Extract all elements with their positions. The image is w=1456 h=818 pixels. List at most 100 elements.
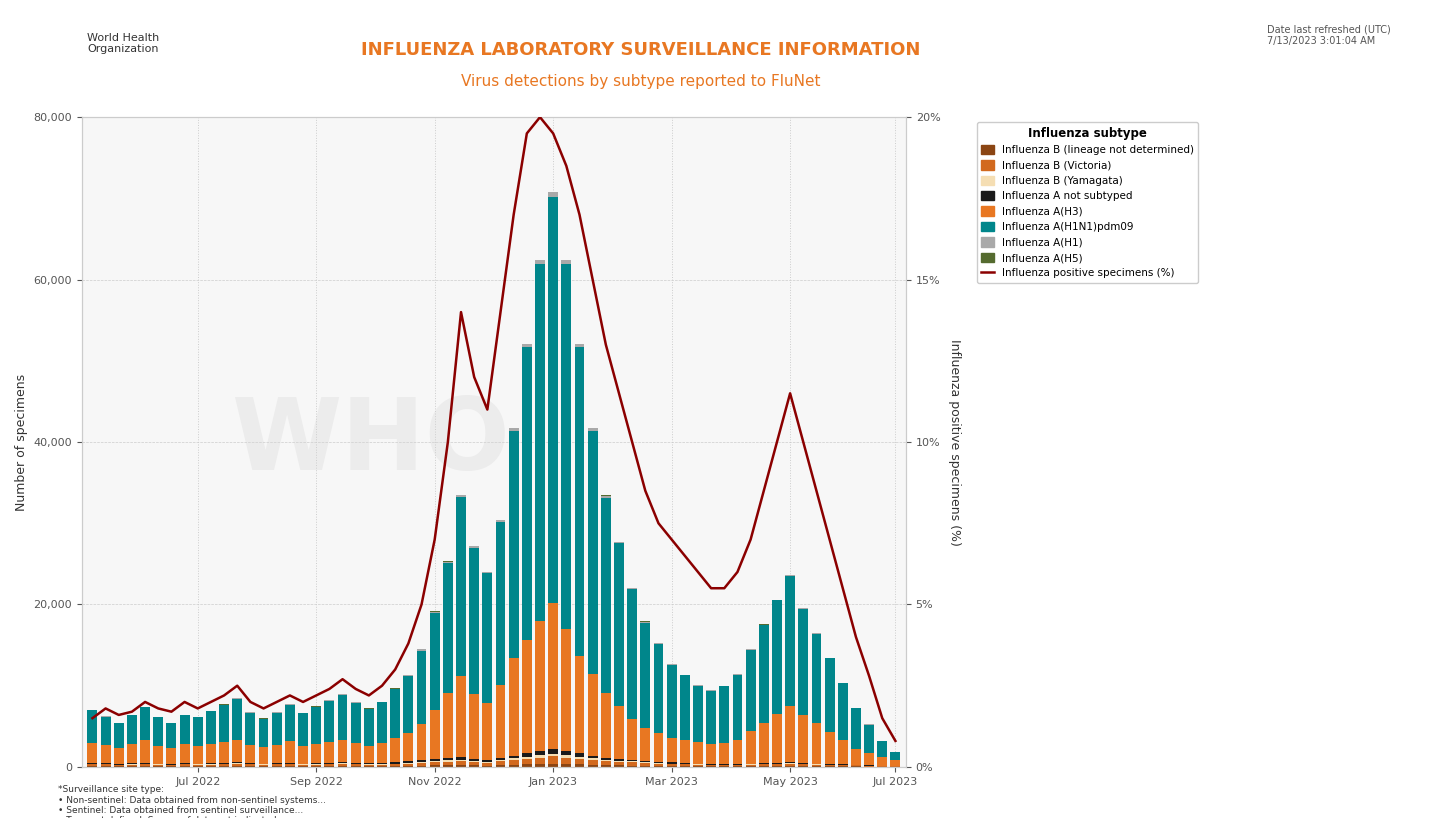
Bar — [338, 694, 348, 739]
Bar — [390, 738, 400, 762]
Bar — [706, 744, 716, 764]
Bar — [233, 739, 242, 762]
Bar — [785, 762, 795, 763]
Bar — [549, 757, 558, 764]
Bar — [233, 699, 242, 739]
Bar — [575, 656, 584, 753]
Bar — [377, 743, 387, 763]
Bar — [772, 600, 782, 714]
Bar — [614, 759, 625, 761]
Bar — [140, 764, 150, 766]
Bar — [549, 196, 558, 603]
Y-axis label: Influenza positive specimens (%): Influenza positive specimens (%) — [948, 339, 961, 546]
Bar — [562, 260, 571, 264]
Bar — [430, 766, 440, 767]
Bar — [456, 757, 466, 760]
Bar — [588, 760, 597, 765]
Bar — [285, 762, 294, 763]
Bar — [706, 765, 716, 766]
Bar — [416, 649, 427, 650]
Bar — [680, 765, 690, 766]
Bar — [562, 755, 571, 757]
Bar — [233, 764, 242, 766]
Y-axis label: Number of specimens: Number of specimens — [15, 374, 28, 510]
Text: *Surveillance site type:
• Non-sentinel: Data obtained from non-sentinel systems: *Surveillance site type: • Non-sentinel:… — [58, 785, 326, 818]
Bar — [878, 757, 887, 766]
Text: World Health
Organization: World Health Organization — [87, 33, 160, 54]
Bar — [338, 739, 348, 762]
Bar — [549, 192, 558, 196]
Bar — [575, 765, 584, 767]
Bar — [220, 766, 229, 767]
Bar — [140, 762, 150, 764]
Bar — [100, 763, 111, 764]
Bar — [246, 712, 255, 745]
Bar — [153, 765, 163, 766]
Bar — [114, 765, 124, 766]
Bar — [272, 765, 281, 766]
Bar — [719, 743, 729, 764]
Bar — [482, 703, 492, 760]
Bar — [430, 759, 440, 761]
Bar — [588, 758, 597, 760]
Bar — [469, 761, 479, 762]
Bar — [127, 744, 137, 763]
Bar — [456, 495, 466, 497]
Bar — [521, 765, 531, 767]
Bar — [403, 766, 414, 767]
Bar — [732, 675, 743, 739]
Bar — [667, 665, 677, 738]
Bar — [482, 762, 492, 766]
Bar — [285, 705, 294, 741]
Text: INFLUENZA LABORATORY SURVEILLANCE INFORMATION: INFLUENZA LABORATORY SURVEILLANCE INFORM… — [361, 41, 920, 59]
Bar — [824, 731, 834, 764]
Bar — [588, 765, 597, 767]
Bar — [179, 744, 189, 763]
Bar — [351, 766, 361, 767]
Bar — [220, 762, 229, 764]
Bar — [114, 748, 124, 764]
Bar — [534, 755, 545, 757]
Bar — [562, 757, 571, 764]
Bar — [140, 766, 150, 767]
Bar — [628, 588, 638, 589]
Bar — [745, 650, 756, 731]
Bar — [772, 714, 782, 763]
Bar — [443, 563, 453, 693]
Bar — [534, 764, 545, 767]
Bar — [654, 763, 664, 766]
Bar — [192, 765, 202, 766]
Bar — [601, 496, 610, 498]
Bar — [680, 676, 690, 740]
Bar — [443, 762, 453, 766]
Bar — [850, 708, 860, 748]
Bar — [482, 573, 492, 703]
Bar — [732, 739, 743, 764]
Bar — [205, 712, 215, 744]
Bar — [377, 765, 387, 766]
Bar — [351, 763, 361, 764]
Bar — [693, 685, 703, 743]
Bar — [351, 744, 361, 763]
Bar — [534, 260, 545, 264]
Bar — [430, 612, 440, 613]
Bar — [298, 746, 309, 763]
Bar — [521, 640, 531, 753]
Bar — [865, 753, 874, 765]
Bar — [680, 763, 690, 764]
Bar — [772, 766, 782, 767]
Bar — [100, 766, 111, 767]
Bar — [351, 764, 361, 766]
Bar — [495, 685, 505, 757]
Bar — [745, 765, 756, 766]
Bar — [521, 757, 531, 759]
Bar — [127, 716, 137, 744]
Bar — [508, 765, 518, 767]
Bar — [416, 762, 427, 763]
Bar — [549, 603, 558, 749]
Bar — [127, 765, 137, 766]
Bar — [205, 765, 215, 766]
Bar — [667, 764, 677, 766]
Bar — [285, 741, 294, 762]
Bar — [601, 766, 610, 767]
